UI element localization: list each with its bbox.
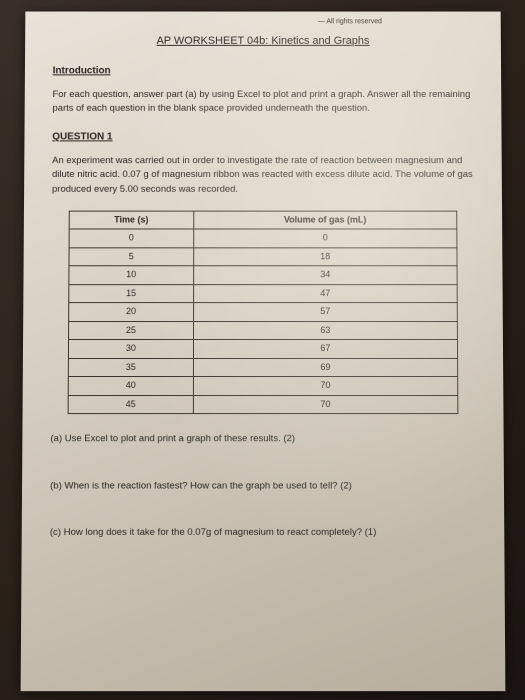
table-row: 00 [69,229,457,247]
table-row: 3067 [68,340,457,358]
question-1-text: An experiment was carried out in order t… [51,154,473,196]
worksheet-title: AP WORKSHEET 04b: Kinetics and Graphs [52,33,472,49]
intro-heading: Introduction [52,63,473,78]
table-row: 4070 [68,377,458,396]
table-header-row: Time (s) Volume of gas (mL) [69,211,457,229]
data-table: Time (s) Volume of gas (mL) 00 518 1034 … [67,210,458,414]
worksheet-page: — All rights reserved AP WORKSHEET 04b: … [20,12,505,692]
table-row: 2057 [68,303,457,321]
intro-text: For each question, answer part (a) by us… [52,88,473,116]
table-row: 1547 [68,284,457,302]
part-a: (a) Use Excel to plot and print a graph … [50,432,475,446]
table-row: 3569 [68,358,457,377]
table-row: 2563 [68,321,457,339]
question-1-heading: QUESTION 1 [52,130,473,145]
table-row: 4570 [68,395,458,414]
col-header-time: Time (s) [69,211,193,229]
header-small: — All rights reserved [317,17,381,27]
table-row: 1034 [68,266,456,284]
part-b: (b) When is the reaction fastest? How ca… [50,479,476,493]
table-row: 518 [68,248,456,266]
col-header-volume: Volume of gas (mL) [193,211,456,229]
part-c: (c) How long does it take for the 0.07g … [49,526,475,540]
